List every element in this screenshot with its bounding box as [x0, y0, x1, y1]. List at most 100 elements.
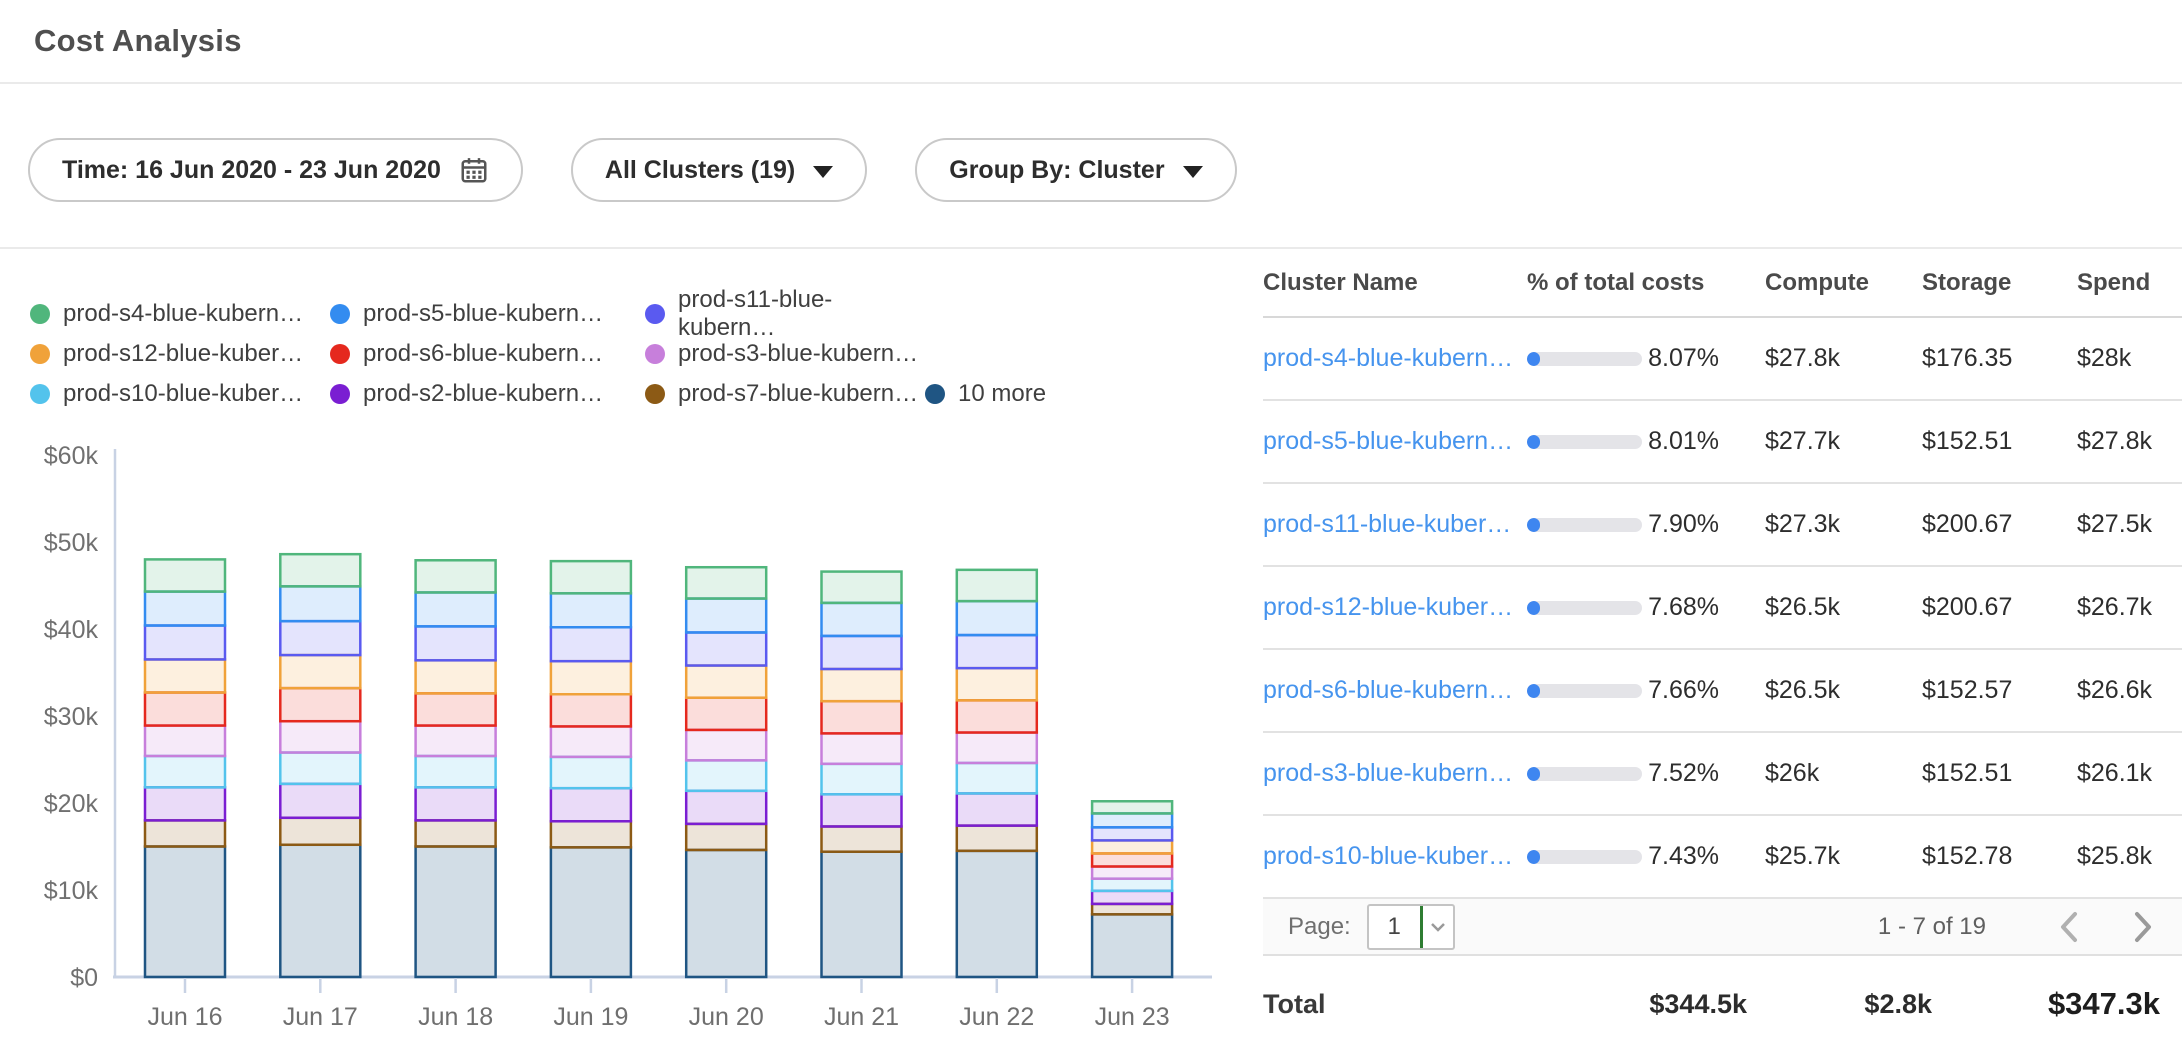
- bar-segment[interactable]: [1092, 813, 1172, 827]
- legend-item[interactable]: prod-s5-blue-kubern…: [330, 299, 645, 329]
- cluster-link[interactable]: prod-s12-blue-kuber…: [1263, 593, 1513, 621]
- bar-segment[interactable]: [1092, 853, 1172, 866]
- bar-segment[interactable]: [1092, 801, 1172, 813]
- bar-segment[interactable]: [551, 661, 631, 694]
- bar-segment[interactable]: [957, 763, 1037, 793]
- bar-segment[interactable]: [957, 851, 1037, 977]
- bar-segment[interactable]: [416, 592, 496, 626]
- bar-segment[interactable]: [1092, 827, 1172, 840]
- bar-segment[interactable]: [822, 733, 902, 763]
- bar-segment[interactable]: [145, 559, 225, 591]
- bar-segment[interactable]: [686, 824, 766, 850]
- bar-segment[interactable]: [416, 726, 496, 756]
- bar-segment[interactable]: [686, 599, 766, 633]
- legend-item[interactable]: prod-s10-blue-kuber…: [30, 379, 330, 409]
- bar-segment[interactable]: [957, 793, 1037, 825]
- bar-segment[interactable]: [416, 847, 496, 978]
- bar-segment[interactable]: [280, 845, 360, 977]
- bar-segment[interactable]: [1092, 891, 1172, 904]
- bar-segment[interactable]: [280, 586, 360, 621]
- legend-item[interactable]: prod-s12-blue-kuber…: [30, 339, 330, 369]
- bar-segment[interactable]: [822, 764, 902, 794]
- next-page-button[interactable]: [2132, 910, 2154, 944]
- bar-segment[interactable]: [957, 570, 1037, 601]
- cluster-link[interactable]: prod-s6-blue-kubern…: [1263, 676, 1513, 704]
- legend-item[interactable]: prod-s6-blue-kubern…: [330, 339, 645, 369]
- bar-segment[interactable]: [822, 852, 902, 977]
- bar-segment[interactable]: [280, 784, 360, 818]
- legend-item[interactable]: prod-s7-blue-kubern…: [645, 379, 925, 409]
- bar-segment[interactable]: [416, 693, 496, 725]
- bar-segment[interactable]: [1092, 879, 1172, 891]
- legend-item[interactable]: prod-s11-blue-kubern…: [645, 299, 925, 329]
- bar-segment[interactable]: [686, 666, 766, 698]
- bar-segment[interactable]: [957, 601, 1037, 635]
- bar-segment[interactable]: [551, 757, 631, 788]
- bar-segment[interactable]: [686, 760, 766, 790]
- bar-segment[interactable]: [551, 627, 631, 661]
- bar-segment[interactable]: [416, 560, 496, 592]
- bar-segment[interactable]: [280, 554, 360, 586]
- bar-segment[interactable]: [1092, 840, 1172, 853]
- legend-item[interactable]: 10 more: [925, 379, 1240, 409]
- legend-item[interactable]: prod-s3-blue-kubern…: [645, 339, 925, 369]
- bar-segment[interactable]: [551, 561, 631, 593]
- page-select[interactable]: 1: [1367, 904, 1455, 950]
- bar-segment[interactable]: [551, 694, 631, 726]
- bar-segment[interactable]: [280, 753, 360, 784]
- bar-segment[interactable]: [145, 626, 225, 660]
- bar-segment[interactable]: [551, 726, 631, 756]
- bar-segment[interactable]: [686, 850, 766, 977]
- bar-segment[interactable]: [822, 669, 902, 701]
- bar-segment[interactable]: [145, 820, 225, 846]
- time-range-filter[interactable]: Time: 16 Jun 2020 - 23 Jun 2020: [28, 138, 523, 202]
- prev-page-button[interactable]: [2058, 910, 2080, 944]
- bar-segment[interactable]: [280, 721, 360, 752]
- bar-segment[interactable]: [416, 820, 496, 846]
- bar-segment[interactable]: [686, 632, 766, 665]
- bar-segment[interactable]: [1092, 867, 1172, 879]
- bar-segment[interactable]: [957, 733, 1037, 763]
- bar-segment[interactable]: [280, 655, 360, 688]
- bar-segment[interactable]: [145, 592, 225, 626]
- cluster-link[interactable]: prod-s3-blue-kubern…: [1263, 759, 1513, 787]
- bar-segment[interactable]: [416, 626, 496, 660]
- bar-segment[interactable]: [280, 688, 360, 721]
- bar-segment[interactable]: [551, 821, 631, 847]
- cluster-link[interactable]: prod-s10-blue-kuber…: [1263, 842, 1513, 870]
- bar-segment[interactable]: [822, 701, 902, 733]
- bar-segment[interactable]: [280, 621, 360, 655]
- clusters-filter[interactable]: All Clusters (19): [571, 138, 867, 202]
- bar-segment[interactable]: [145, 847, 225, 978]
- bar-segment[interactable]: [957, 700, 1037, 732]
- bar-segment[interactable]: [686, 698, 766, 730]
- bar-segment[interactable]: [686, 567, 766, 598]
- bar-segment[interactable]: [957, 635, 1037, 668]
- legend-item[interactable]: prod-s2-blue-kubern…: [330, 379, 645, 409]
- bar-segment[interactable]: [145, 726, 225, 756]
- bar-segment[interactable]: [686, 730, 766, 760]
- bar-segment[interactable]: [957, 826, 1037, 851]
- bar-segment[interactable]: [957, 668, 1037, 700]
- bar-segment[interactable]: [416, 756, 496, 787]
- bar-segment[interactable]: [551, 593, 631, 627]
- bar-segment[interactable]: [145, 756, 225, 787]
- bar-segment[interactable]: [145, 693, 225, 726]
- bar-segment[interactable]: [822, 603, 902, 636]
- bar-segment[interactable]: [416, 787, 496, 820]
- legend-item[interactable]: prod-s4-blue-kubern…: [30, 299, 330, 329]
- bar-segment[interactable]: [1092, 904, 1172, 914]
- bar-segment[interactable]: [822, 794, 902, 826]
- bar-segment[interactable]: [822, 826, 902, 851]
- bar-segment[interactable]: [416, 660, 496, 693]
- bar-segment[interactable]: [1092, 914, 1172, 977]
- bar-segment[interactable]: [551, 788, 631, 821]
- bar-segment[interactable]: [686, 791, 766, 824]
- bar-segment[interactable]: [280, 818, 360, 845]
- bar-segment[interactable]: [822, 572, 902, 603]
- bar-segment[interactable]: [145, 659, 225, 692]
- group-by-filter[interactable]: Group By: Cluster: [915, 138, 1236, 202]
- bar-segment[interactable]: [145, 787, 225, 820]
- cluster-link[interactable]: prod-s5-blue-kubern…: [1263, 427, 1513, 455]
- cluster-link[interactable]: prod-s11-blue-kuber…: [1263, 510, 1511, 538]
